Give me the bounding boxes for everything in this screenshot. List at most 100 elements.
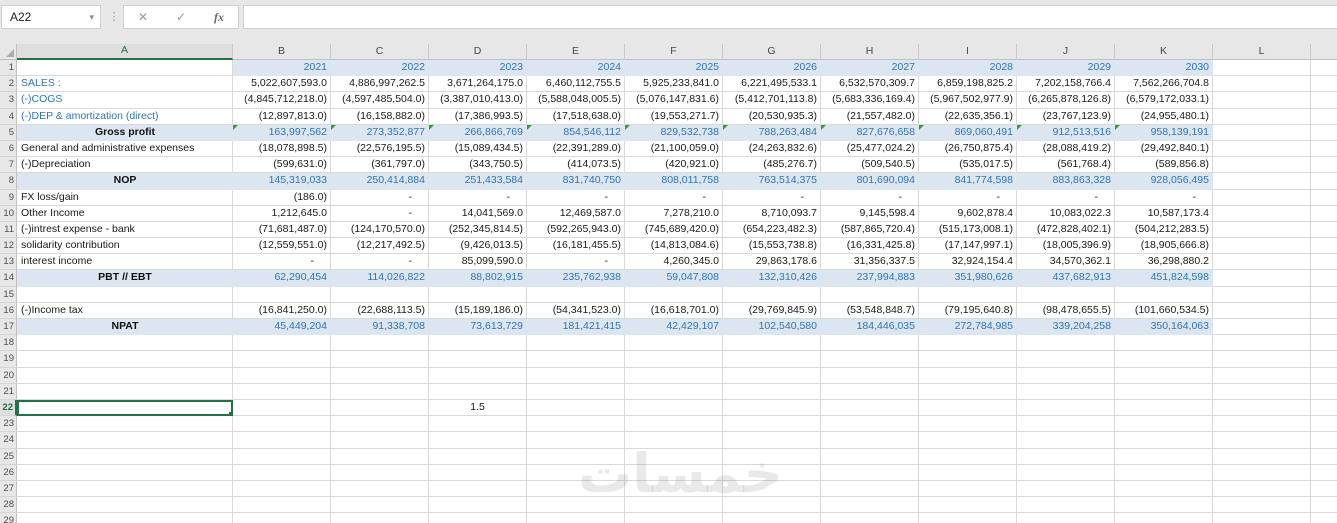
cell-B2[interactable]: 5,022,607,593.0 bbox=[233, 76, 331, 93]
cell-L18[interactable] bbox=[1213, 335, 1311, 352]
cell-C18[interactable] bbox=[331, 335, 429, 352]
cell-B1[interactable]: 2021 bbox=[233, 60, 331, 77]
cell-H6[interactable]: (25,477,024.2) bbox=[821, 140, 919, 158]
cell-I13[interactable]: 32,924,154.4 bbox=[919, 254, 1017, 271]
cell-A9[interactable]: FX loss/gain bbox=[17, 189, 233, 206]
cell-B19[interactable] bbox=[233, 351, 331, 368]
cell-C2[interactable]: 4,886,997,262.5 bbox=[331, 76, 429, 93]
cell-M21[interactable] bbox=[1311, 383, 1337, 400]
cell-F16[interactable]: (16,618,701.0) bbox=[625, 302, 723, 319]
row-header-19[interactable]: 19 bbox=[0, 351, 17, 368]
cell-K10[interactable]: 10,587,173.4 bbox=[1115, 205, 1213, 222]
cell-J29[interactable] bbox=[1017, 513, 1115, 523]
cell-J1[interactable]: 2029 bbox=[1017, 60, 1115, 77]
cell-G1[interactable]: 2026 bbox=[723, 60, 821, 77]
cell-F21[interactable] bbox=[625, 383, 723, 400]
cell-K6[interactable]: (29,492,840.1) bbox=[1115, 140, 1213, 158]
cell-H4[interactable]: (21,557,482.0) bbox=[821, 108, 919, 125]
cell-A24[interactable] bbox=[17, 432, 233, 449]
cell-I27[interactable] bbox=[919, 480, 1017, 498]
cell-H25[interactable] bbox=[821, 448, 919, 465]
cell-E29[interactable] bbox=[527, 513, 625, 523]
cell-M19[interactable] bbox=[1311, 351, 1337, 368]
row-header-6[interactable]: 6 bbox=[0, 140, 17, 158]
cell-D5[interactable]: 266,866,769 bbox=[429, 124, 527, 141]
cell-J25[interactable] bbox=[1017, 448, 1115, 465]
cell-K11[interactable]: (504,212,283.5) bbox=[1115, 221, 1213, 239]
cell-H5[interactable]: 827,676,658 bbox=[821, 124, 919, 141]
cell-E25[interactable] bbox=[527, 448, 625, 465]
cell-E12[interactable]: (16,181,455.5) bbox=[527, 238, 625, 255]
cell-C14[interactable]: 114,026,822 bbox=[331, 270, 429, 287]
cell-D6[interactable]: (15,089,434.5) bbox=[429, 140, 527, 158]
cell-G25[interactable] bbox=[723, 448, 821, 465]
row-header-27[interactable]: 27 bbox=[0, 480, 17, 498]
cell-M15[interactable] bbox=[1311, 286, 1337, 303]
cell-E23[interactable] bbox=[527, 416, 625, 433]
cell-K1[interactable]: 2030 bbox=[1115, 60, 1213, 77]
cell-K17[interactable]: 350,164,063 bbox=[1115, 319, 1213, 336]
cell-I12[interactable]: (17,147,997.1) bbox=[919, 238, 1017, 255]
cell-G26[interactable] bbox=[723, 464, 821, 481]
cell-C28[interactable] bbox=[331, 497, 429, 514]
cell-B9[interactable]: (186.0) bbox=[233, 189, 331, 206]
cell-E1[interactable]: 2024 bbox=[527, 60, 625, 77]
cell-I22[interactable] bbox=[919, 399, 1017, 417]
cell-K28[interactable] bbox=[1115, 497, 1213, 514]
row-header-5[interactable]: 5 bbox=[0, 124, 17, 141]
cell-M27[interactable] bbox=[1311, 480, 1337, 498]
cell-L13[interactable] bbox=[1213, 254, 1311, 271]
cell-G27[interactable] bbox=[723, 480, 821, 498]
cell-D23[interactable] bbox=[429, 416, 527, 433]
cell-B25[interactable] bbox=[233, 448, 331, 465]
select-all-corner[interactable] bbox=[0, 44, 17, 60]
cell-C17[interactable]: 91,338,708 bbox=[331, 319, 429, 336]
cell-D25[interactable] bbox=[429, 448, 527, 465]
row-header-18[interactable]: 18 bbox=[0, 335, 17, 352]
cell-J26[interactable] bbox=[1017, 464, 1115, 481]
cell-H8[interactable]: 801,690,094 bbox=[821, 173, 919, 190]
cell-M25[interactable] bbox=[1311, 448, 1337, 465]
cell-J22[interactable] bbox=[1017, 399, 1115, 417]
cell-L17[interactable] bbox=[1213, 319, 1311, 336]
cell-G22[interactable] bbox=[723, 399, 821, 417]
cell-H16[interactable]: (53,548,848.7) bbox=[821, 302, 919, 319]
cell-G15[interactable] bbox=[723, 286, 821, 303]
column-header-C[interactable]: C bbox=[331, 44, 429, 60]
cell-B17[interactable]: 45,449,204 bbox=[233, 319, 331, 336]
cell-A1[interactable] bbox=[17, 60, 233, 77]
cell-F12[interactable]: (14,813,084.6) bbox=[625, 238, 723, 255]
row-header-23[interactable]: 23 bbox=[0, 416, 17, 433]
cell-F2[interactable]: 5,925,233,841.0 bbox=[625, 76, 723, 93]
cell-D18[interactable] bbox=[429, 335, 527, 352]
cell-C11[interactable]: (124,170,570.0) bbox=[331, 221, 429, 239]
cell-H28[interactable] bbox=[821, 497, 919, 514]
cell-B11[interactable]: (71,681,487.0) bbox=[233, 221, 331, 239]
cell-J9[interactable]: - bbox=[1017, 189, 1115, 206]
cell-K7[interactable]: (589,856.8) bbox=[1115, 157, 1213, 174]
cell-J20[interactable] bbox=[1017, 367, 1115, 384]
cell-B8[interactable]: 145,319,033 bbox=[233, 173, 331, 190]
cell-F8[interactable]: 808,011,758 bbox=[625, 173, 723, 190]
cell-M2[interactable] bbox=[1311, 76, 1337, 93]
column-header-G[interactable]: G bbox=[723, 44, 821, 60]
cell-F3[interactable]: (5,076,147,831.6) bbox=[625, 92, 723, 109]
cell-D4[interactable]: (17,386,993.5) bbox=[429, 108, 527, 125]
cell-C29[interactable] bbox=[331, 513, 429, 523]
cell-B20[interactable] bbox=[233, 367, 331, 384]
cell-D11[interactable]: (252,345,814.5) bbox=[429, 221, 527, 239]
cell-C4[interactable]: (16,158,882.0) bbox=[331, 108, 429, 125]
cell-A18[interactable] bbox=[17, 335, 233, 352]
column-header-H[interactable]: H bbox=[821, 44, 919, 60]
cell-M22[interactable] bbox=[1311, 399, 1337, 417]
cell-G10[interactable]: 8,710,093.7 bbox=[723, 205, 821, 222]
column-header-K[interactable]: K bbox=[1115, 44, 1213, 60]
cell-E3[interactable]: (5,588,048,005.5) bbox=[527, 92, 625, 109]
cell-I18[interactable] bbox=[919, 335, 1017, 352]
cell-J14[interactable]: 437,682,913 bbox=[1017, 270, 1115, 287]
cell-F5[interactable]: 829,532,738 bbox=[625, 124, 723, 141]
cell-G3[interactable]: (5,412,701,113.8) bbox=[723, 92, 821, 109]
cell-D21[interactable] bbox=[429, 383, 527, 400]
cell-K8[interactable]: 928,056,495 bbox=[1115, 173, 1213, 190]
cell-E6[interactable]: (22,391,289.0) bbox=[527, 140, 625, 158]
